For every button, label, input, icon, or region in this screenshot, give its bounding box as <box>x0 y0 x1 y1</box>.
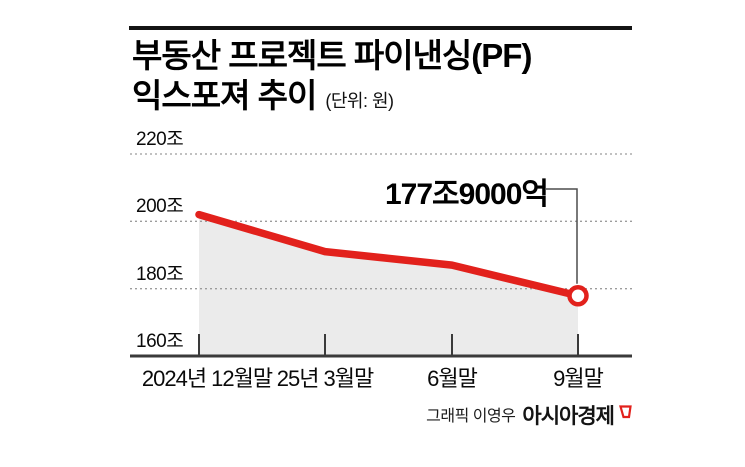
credit-line: 그래픽 이영우 아시아경제 <box>426 405 632 428</box>
x-axis-label-2: 6월말 <box>427 366 478 391</box>
x-axis-label-3: 9월말 <box>553 366 604 391</box>
area-fill <box>199 214 578 355</box>
y-axis-label-220: 220조 <box>136 129 184 150</box>
brand-name: 아시아경제 <box>522 405 615 428</box>
title-line2: 익스포져 추이 <box>132 77 317 114</box>
x-axis-label-1: 25년 3월말 <box>276 366 375 391</box>
last-point-marker <box>567 284 589 307</box>
credit-author: 그래픽 이영우 <box>426 408 516 425</box>
x-axis-label-0: 2024년 12월말 <box>141 366 273 391</box>
y-axis-label-200: 200조 <box>136 196 184 218</box>
y-axis-label-180: 180조 <box>136 263 184 285</box>
title-line1: 부동산 프로젝트 파이낸싱(PF) <box>132 37 532 74</box>
unit-note: (단위: 원) <box>325 91 394 111</box>
top-rule <box>129 26 632 30</box>
y-axis-label-160: 160조 <box>136 331 184 352</box>
asiae-flag-icon <box>619 405 632 419</box>
chart-title: 부동산 프로젝트 파이낸싱(PF) 익스포져 추이 (단위: 원) <box>132 36 532 121</box>
last-point-annotation: 177조9000억 <box>385 178 549 211</box>
pf-exposure-line <box>195 210 582 300</box>
annotation-leader-line <box>546 188 578 284</box>
